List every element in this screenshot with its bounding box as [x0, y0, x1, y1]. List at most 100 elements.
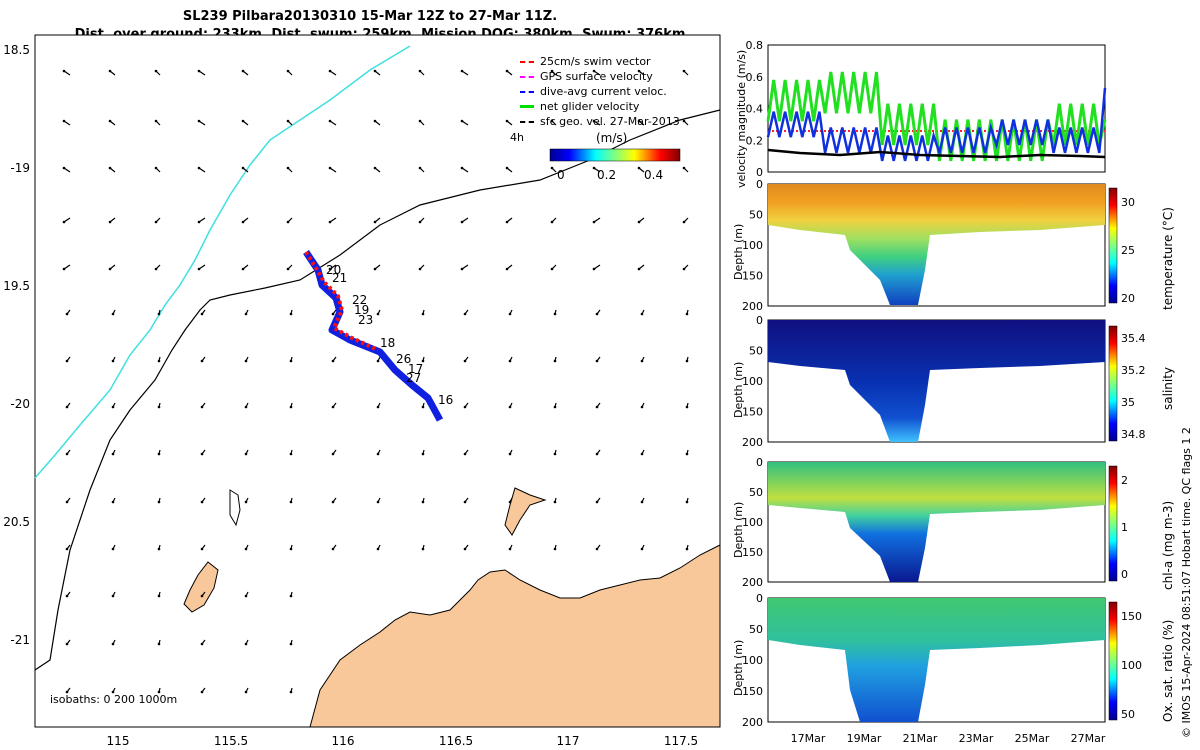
velocity-arrow: [65, 591, 71, 598]
legend-item: dive-avg current veloc.: [520, 84, 680, 99]
velocity-arrow: [328, 166, 337, 173]
velocity-arrow: [373, 166, 381, 173]
velocity-arrow: [640, 544, 645, 551]
velocity-arrow: [550, 217, 557, 224]
velocity-arrow: [595, 402, 601, 409]
day-label: 26: [396, 352, 411, 366]
velocity-arrow: [289, 591, 293, 598]
velocity-arrow: [553, 544, 557, 551]
velocity-arrow: [62, 217, 71, 224]
velocity-arrow: [418, 166, 425, 173]
velocity-arrow: [111, 356, 116, 363]
chla-cbtick: 2: [1121, 474, 1128, 487]
velocity-arrow: [505, 217, 513, 224]
velocity-arrow: [289, 687, 293, 694]
lat-tick-label: -20: [10, 397, 30, 411]
velocity-arrow: [200, 449, 206, 456]
colorbar-tick-0: 0: [557, 168, 565, 182]
legend-item: net glider velocity: [520, 99, 680, 114]
velocity-arrow: [157, 591, 161, 598]
velocity-arrow: [373, 69, 381, 76]
velocity-arrow: [637, 217, 645, 224]
velocity-arrow: [111, 402, 116, 409]
velocity-ytick: 0.6: [746, 71, 764, 84]
velocity-arrow: [418, 264, 425, 271]
velocity-arrow: [289, 356, 293, 363]
velocity-arrow: [65, 639, 71, 646]
velocity-arrow: [157, 544, 161, 551]
velocity-arrow: [111, 591, 116, 598]
dive-avg-current-line: [766, 87, 1107, 162]
velocity-arrow: [463, 356, 469, 363]
salinity-colorbar: [1108, 325, 1118, 442]
velocity-arrow: [286, 264, 293, 271]
salinity-cbtick: 35.2: [1121, 364, 1146, 377]
velocity-arrow: [108, 69, 116, 76]
lon-tick-label: 115: [107, 734, 130, 748]
time-xtick: 23Mar: [959, 732, 994, 745]
velocity-arrow: [331, 449, 337, 456]
velocity-arrow: [640, 402, 645, 409]
chla-ytick: 200: [742, 576, 763, 589]
velocity-arrow: [685, 449, 689, 456]
velocity-arrow: [592, 69, 601, 76]
velocity-arrow: [553, 356, 557, 363]
island-montebello: [229, 489, 241, 527]
day-label: 18: [380, 336, 395, 350]
temperature-ytick: 100: [742, 239, 763, 252]
velocity-arrow: [682, 217, 689, 224]
lat-tick-label: 18.5: [3, 43, 30, 57]
time-xtick: 17Mar: [791, 732, 826, 745]
velocity-arrow: [328, 119, 337, 126]
temperature-ytick: 200: [742, 300, 763, 313]
lat-tick-label: -21: [10, 633, 30, 647]
time-xtick: 25Mar: [1015, 732, 1050, 745]
colorbar-tick-2: 0.4: [644, 168, 663, 182]
velocity-arrow: [685, 356, 689, 363]
velocity-ytick: 0: [756, 166, 763, 179]
velocity-arrow: [553, 449, 557, 456]
temperature-cbtick: 25: [1121, 244, 1135, 257]
velocity-arrow: [62, 264, 71, 271]
legend-label-0: 25cm/s swim vector: [540, 55, 651, 68]
velocity-arrow: [241, 264, 249, 271]
velocity-ylabel: velocity magnitude (m/s): [735, 50, 748, 188]
velocity-ytick: 0.2: [746, 134, 764, 147]
chla-section: [768, 462, 1105, 582]
velocity-arrow: [111, 309, 116, 316]
velocity-arrow: [421, 449, 425, 456]
velocity-arrow: [418, 119, 425, 126]
map-legend: 25cm/s swim vector GPS surface velocity …: [520, 54, 680, 129]
velocity-arrow: [108, 166, 116, 173]
velocity-arrow: [550, 119, 557, 126]
velocity-arrow: [111, 687, 116, 694]
velocity-arrow: [463, 544, 469, 551]
velocity-arrow: [200, 591, 206, 598]
velocity-arrow: [505, 69, 513, 76]
velocity-arrow: [592, 166, 601, 173]
velocity-arrow: [508, 402, 513, 409]
velocity-arrow: [376, 544, 381, 551]
velocity-arrow: [244, 639, 249, 646]
velocity-arrow: [505, 264, 513, 271]
velocity-arrow: [373, 264, 381, 271]
legend-label-1: GPS surface velocity: [540, 70, 653, 83]
time-xtick: 19Mar: [847, 732, 882, 745]
oxygen-section: [768, 598, 1105, 722]
velocity-arrow: [553, 309, 557, 316]
velocity-arrow: [637, 264, 645, 271]
lat-tick-label: 19.5: [3, 279, 30, 293]
velocity-arrow: [460, 264, 469, 271]
salinity-cbtick: 34.8: [1121, 428, 1146, 441]
glider-track-blue: [303, 250, 444, 422]
sfc-geo-velocity-line: [767, 148, 1106, 159]
velocity-arrow: [460, 166, 469, 173]
salinity-ytick: 200: [742, 436, 763, 449]
day-label: 23: [358, 313, 373, 327]
oxygen-ylabel: Depth (m): [732, 640, 745, 696]
velocity-arrow: [376, 497, 381, 504]
map-lat-ticks: 18.5 -19 19.5 -20 20.5 -21: [3, 43, 30, 647]
velocity-arrow: [200, 356, 206, 363]
velocity-arrow: [595, 544, 601, 551]
map-lon-ticks: 115 115.5 116 116.5 117 117.5: [107, 734, 699, 748]
